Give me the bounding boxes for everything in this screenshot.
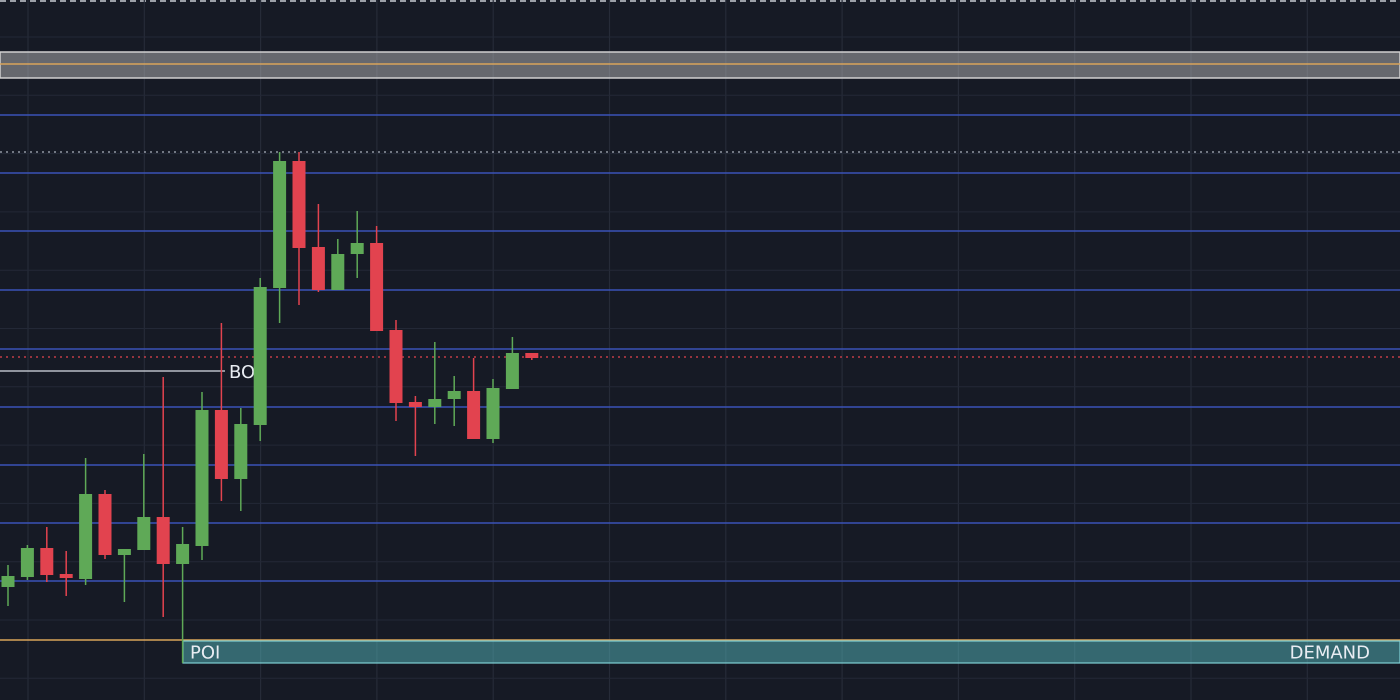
candle-body xyxy=(79,494,93,579)
candle-body xyxy=(253,287,267,425)
poi-label: POI xyxy=(190,643,220,664)
candle-body xyxy=(292,161,306,248)
candle-body xyxy=(195,410,209,546)
candle-body xyxy=(214,410,228,479)
candle-body xyxy=(331,254,345,290)
candle-body xyxy=(137,517,151,550)
candle-body xyxy=(505,353,519,389)
candle-body xyxy=(1,576,15,587)
candle-body xyxy=(428,399,442,407)
demand-label: DEMAND xyxy=(1290,643,1370,664)
candle-body xyxy=(408,402,422,407)
candle-body xyxy=(234,424,248,479)
candle-body xyxy=(486,388,500,439)
candle-body xyxy=(20,548,34,577)
candle-body xyxy=(447,391,461,399)
candle-body xyxy=(98,494,112,555)
candle-body xyxy=(59,574,73,578)
supply-zone xyxy=(0,51,1400,79)
candle-body xyxy=(117,549,131,555)
candle-body xyxy=(176,544,190,564)
candle-body xyxy=(273,161,287,288)
candle-body xyxy=(156,517,170,564)
candle-body xyxy=(525,353,539,358)
demand-zone xyxy=(182,640,1400,664)
candle-body xyxy=(350,243,364,254)
candle-body xyxy=(467,391,481,439)
candle-body xyxy=(370,243,384,331)
candle-body xyxy=(311,247,325,290)
candle-body xyxy=(389,330,403,403)
candle-body xyxy=(40,548,54,575)
